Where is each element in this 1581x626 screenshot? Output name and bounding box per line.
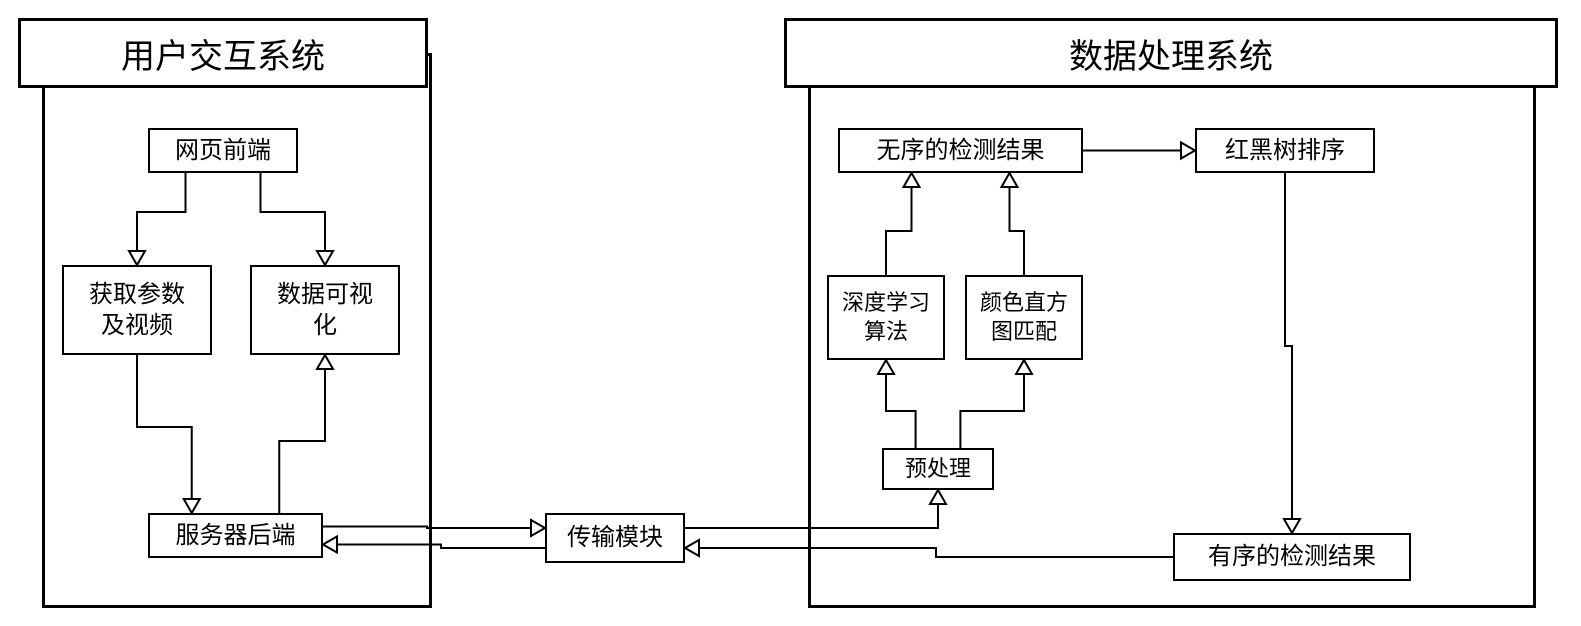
node-web_front: 网页前端 xyxy=(148,128,298,173)
node-get_params: 获取参数 及视频 xyxy=(62,265,212,355)
node-preprocess: 预处理 xyxy=(882,448,994,490)
node-transfer: 传输模块 xyxy=(545,513,685,563)
node-color_hist: 颜色直方 图匹配 xyxy=(965,275,1083,360)
system-title-data_system: 数据处理系统 xyxy=(784,18,1558,88)
arrowhead-icon xyxy=(531,520,545,536)
node-data_viz: 数据可视 化 xyxy=(250,265,400,355)
node-unordered: 无序的检测结果 xyxy=(838,128,1083,173)
node-deep_learn: 深度学习 算法 xyxy=(827,275,945,360)
node-rbtree: 红黑树排序 xyxy=(1195,128,1375,173)
diagram-canvas: 用户交互系统 数据处理系统网页前端获取参数 及视频数据可视 化服务器后端 传输模块 预… xyxy=(0,0,1581,626)
node-server_back: 服务器后端 xyxy=(148,513,323,558)
arrowhead-icon xyxy=(685,540,699,556)
system-title-user_system: 用户交互系统 xyxy=(18,18,428,88)
node-ordered: 有序的检测结果 xyxy=(1173,533,1411,581)
